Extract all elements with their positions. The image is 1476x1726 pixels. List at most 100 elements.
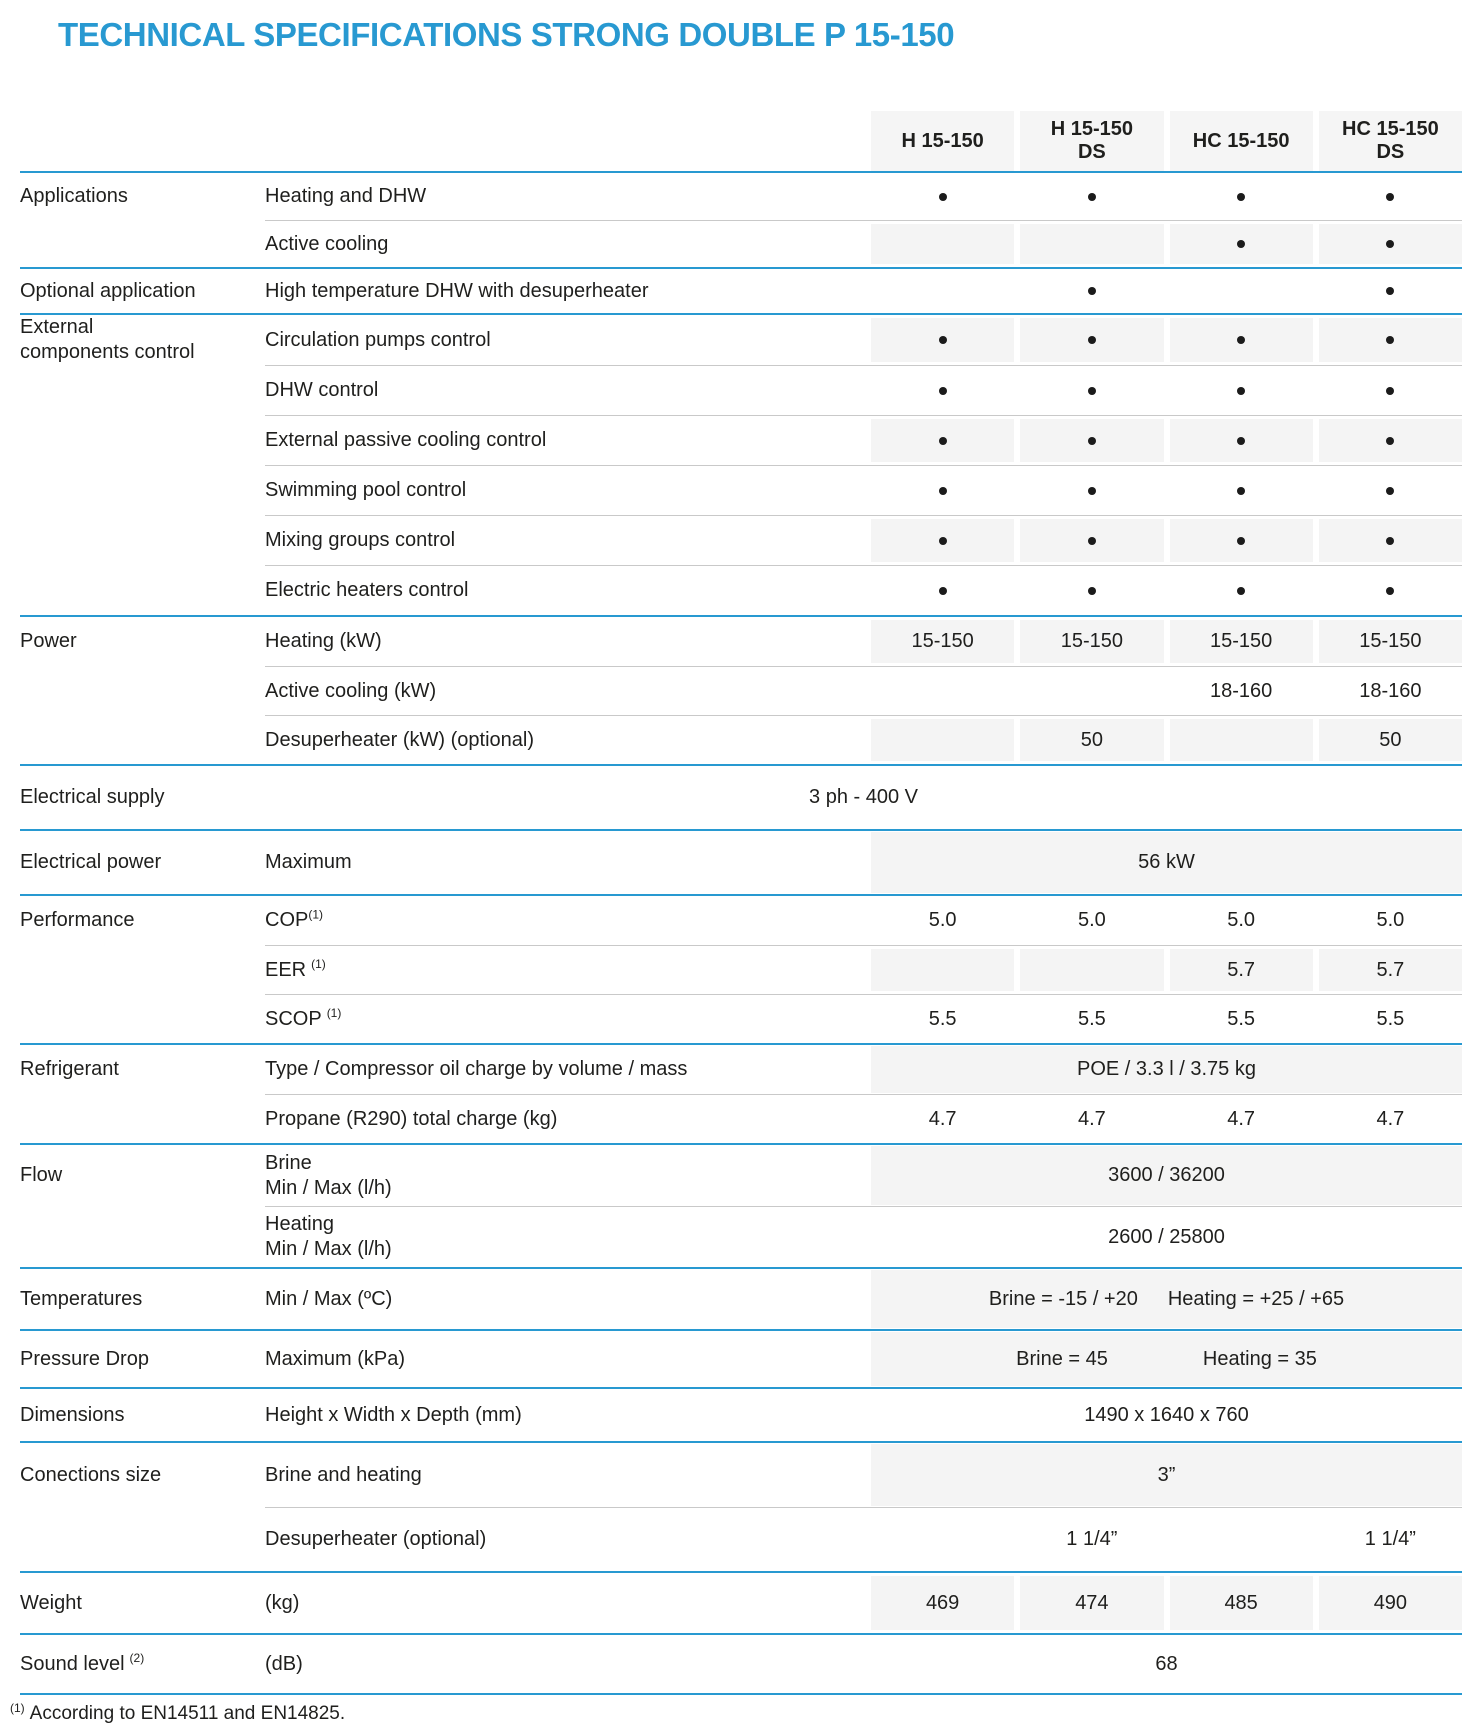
value-area: POE / 3.3 l / 3.75 kg	[871, 1045, 1462, 1094]
row-label-sup: (1)	[311, 957, 326, 972]
value-text: 3600 / 36200	[1108, 1164, 1225, 1187]
value-cell	[1318, 318, 1462, 363]
category-label-line: Refrigerant	[20, 1058, 119, 1081]
value-text: 68	[1155, 1652, 1178, 1675]
column-header-label: HC 15-150	[1342, 118, 1439, 141]
value-cell: 15-150	[871, 620, 1015, 664]
value-cell	[1170, 1508, 1313, 1571]
value-band: 3”	[871, 1444, 1462, 1507]
table-row: 3 ph - 400 V	[265, 766, 1462, 829]
value-band: Brine = 45 Heating = 35	[871, 1332, 1462, 1387]
dot-icon	[1237, 486, 1246, 495]
row-label-line: Swimming pool control	[265, 479, 467, 502]
row-label: Heating and DHW	[265, 173, 871, 220]
dot-icon	[938, 336, 947, 345]
row-label: Desuperheater (kW) (optional)	[265, 716, 871, 764]
category-cell: Flow	[20, 1145, 265, 1267]
spec-group-electrical-power: Electrical power Maximum 56 kW	[20, 829, 1462, 894]
category-label-line: External	[20, 316, 94, 339]
group-rows: Brine Min / Max (l/h) 3600 / 36200 Heating M…	[265, 1145, 1462, 1267]
spec-group-dimensions: Dimensions Height x Width x Depth (mm) 149…	[20, 1387, 1462, 1441]
dot-icon	[1087, 336, 1096, 345]
value-area: 5.0 5.0 5.0 5.0	[871, 896, 1462, 945]
value-text: Heating = +25 / +65	[1167, 1287, 1345, 1310]
dot-icon	[1087, 486, 1096, 495]
spec-group-electrical-supply: Electrical supply 3 ph - 400 V	[20, 764, 1462, 829]
category-label-line: Sound level (2)	[20, 1651, 145, 1675]
value-cell: 15-150	[1318, 620, 1462, 664]
value-cell	[1020, 173, 1163, 220]
group-rows: Height x Width x Depth (mm) 1490 x 1640 x…	[265, 1389, 1462, 1441]
value-text: 2600 / 25800	[1108, 1225, 1225, 1248]
value-cell	[1318, 419, 1462, 463]
category-label: Optional application	[20, 269, 257, 313]
row-label: Type / Compressor oil charge by volume /…	[265, 1045, 871, 1094]
value-cell	[871, 466, 1014, 515]
table-row: Propane (R290) total charge (kg) 4.7 4.7 4.…	[265, 1094, 1462, 1143]
value-cell	[1020, 519, 1164, 563]
value-area: 5.5 5.5 5.5 5.5	[871, 995, 1462, 1043]
value-area	[871, 315, 1462, 365]
value-cell	[1170, 566, 1313, 615]
spec-group-power: Power Heating (kW) 15-150 15-150 15-150 15-15…	[20, 615, 1462, 764]
value-cell: 1 1/4”	[1364, 1528, 1416, 1551]
category-cell: Temperatures	[20, 1269, 265, 1329]
row-label-line: Brine	[265, 1151, 312, 1174]
value-area: 15-150 15-150 15-150 15-150	[871, 617, 1462, 666]
category-label: Weight	[20, 1573, 257, 1633]
row-label: External passive cooling control	[265, 416, 871, 465]
dot-icon	[938, 192, 947, 201]
category-label-line: Weight	[20, 1591, 82, 1614]
value-cell	[1319, 466, 1462, 515]
value-cell	[1020, 366, 1163, 415]
dot-icon	[1087, 436, 1096, 445]
row-label: Propane (R290) total charge (kg)	[265, 1095, 871, 1143]
value-text: 1490 x 1640 x 760	[1084, 1403, 1249, 1426]
spec-group-sound-level: Sound level (2) (dB) 68	[20, 1633, 1462, 1693]
category-label-line: Electrical power	[20, 851, 162, 874]
category-label: Flow	[20, 1145, 257, 1206]
row-label: Electric heaters control	[265, 566, 871, 615]
spec-group-applications: Applications Heating and DHW Active coolin…	[20, 171, 1462, 267]
category-cell: Performance	[20, 896, 265, 1043]
column-header: H 15-150 DS	[1020, 111, 1164, 172]
row-label-line: High temperature DHW with desuperheater	[265, 279, 649, 302]
row-label: High temperature DHW with desuperheater	[265, 269, 871, 313]
value-area	[871, 416, 1462, 465]
value-area	[871, 173, 1462, 220]
column-header-label: HC 15-150	[1192, 129, 1290, 152]
row-label: Maximum	[265, 831, 871, 894]
value-cell: 50	[1318, 719, 1462, 762]
category-label-line: Flow	[20, 1164, 63, 1187]
value-text: 56 kW	[1138, 851, 1195, 874]
spec-group-optional-application: Optional application High temperature DHW…	[20, 267, 1462, 313]
value-cell: 5.7	[1169, 949, 1313, 992]
footnote: (1) According to EN14511 and EN14825.	[10, 1702, 1462, 1726]
value-cell: 4.7	[928, 1107, 957, 1130]
table-row: DHW control	[265, 365, 1462, 415]
value-area	[871, 516, 1462, 565]
value-cell: 5.0	[928, 909, 957, 932]
value-cell	[1020, 269, 1163, 313]
value-area: 18-160 18-160	[871, 667, 1462, 715]
row-label-line: Desuperheater (kW) (optional)	[265, 728, 534, 751]
value-area	[871, 366, 1462, 415]
spec-group-pressure-drop: Pressure Drop Maximum (kPa) Brine = 45 Heat…	[20, 1329, 1462, 1387]
value-text: Heating = 35	[1202, 1347, 1317, 1370]
row-label: Heating Min / Max (l/h)	[265, 1207, 871, 1267]
value-cell	[1319, 173, 1462, 220]
group-rows: Brine and heating 3” Desuperheater (option…	[265, 1443, 1462, 1571]
group-rows: Type / Compressor oil charge by volume /…	[265, 1045, 1462, 1143]
row-label: DHW control	[265, 366, 871, 415]
value-cell: 5.0	[1077, 909, 1106, 932]
value-band: 1490 x 1640 x 760	[871, 1389, 1462, 1441]
value-cell	[1020, 667, 1163, 715]
table-row: Type / Compressor oil charge by volume /…	[265, 1045, 1462, 1094]
value-cell	[1169, 719, 1313, 762]
value-area	[871, 566, 1462, 615]
dot-icon	[1237, 336, 1246, 345]
value-wide: 3 ph - 400 V	[809, 786, 918, 809]
category-label-line: components control	[20, 341, 195, 364]
row-label-line: Desuperheater (optional)	[265, 1528, 487, 1551]
